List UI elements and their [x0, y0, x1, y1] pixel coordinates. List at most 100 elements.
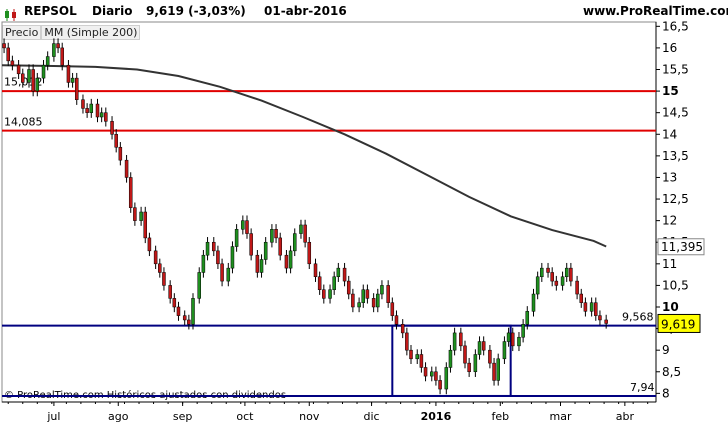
- candle: [85, 103, 89, 118]
- candle-body: [74, 77, 79, 100]
- y-tick-label: 15: [662, 84, 679, 98]
- candle: [201, 250, 206, 278]
- level-label-794: 7,94: [630, 381, 655, 394]
- quote-label: 9,619 (-3,03%): [146, 4, 246, 18]
- candle: [448, 345, 453, 373]
- date-label: 01-abr-2016: [264, 4, 347, 18]
- candle-body: [234, 229, 239, 247]
- y-tick-label: 14: [662, 127, 677, 141]
- candle: [35, 72, 40, 97]
- candle-body: [288, 250, 293, 269]
- candle: [313, 258, 318, 282]
- candle-body: [336, 267, 341, 278]
- level-label-9568: 9,568: [622, 311, 654, 324]
- candle: [220, 258, 224, 287]
- candle-body: [560, 276, 565, 286]
- candle: [351, 288, 355, 313]
- candle: [400, 319, 405, 339]
- candle-body: [438, 380, 442, 390]
- x-tick-label: dic: [364, 410, 380, 423]
- candle-body: [467, 362, 471, 373]
- candle-body: [351, 293, 355, 308]
- candle: [182, 310, 187, 326]
- candle: [45, 51, 50, 71]
- candle-body: [390, 302, 395, 316]
- candle-body: [220, 263, 224, 282]
- candle: [16, 60, 21, 79]
- candle: [394, 310, 399, 330]
- candle-body: [540, 267, 544, 278]
- candle-body: [81, 99, 85, 109]
- candle-body: [506, 332, 511, 342]
- y-tick-label: 10,5: [662, 278, 689, 292]
- x-tick-label: sep: [173, 410, 192, 423]
- y-tick-label: 16: [662, 41, 677, 55]
- candle-body: [517, 336, 521, 347]
- candle-body: [284, 254, 289, 269]
- candle-body: [2, 43, 6, 49]
- candle: [147, 232, 152, 257]
- y-tick-label: 15,5: [662, 63, 689, 77]
- candle: [583, 297, 588, 317]
- x-tick-label: abr: [616, 410, 635, 423]
- candle: [342, 262, 347, 287]
- candle-body: [322, 289, 326, 299]
- candle-body: [162, 272, 166, 286]
- candle-body: [434, 371, 438, 381]
- candle-body: [313, 263, 318, 278]
- candle-body: [158, 263, 162, 273]
- candle-body: [124, 159, 129, 178]
- candle: [191, 293, 195, 330]
- candle: [205, 237, 210, 261]
- candle: [560, 271, 565, 291]
- x-tick-label: ago: [108, 410, 129, 423]
- candle-body: [332, 276, 336, 290]
- candle: [307, 237, 312, 269]
- candle: [60, 42, 64, 71]
- candle: [510, 327, 515, 352]
- candle: [249, 228, 253, 261]
- candle: [27, 64, 31, 88]
- candle: [259, 254, 264, 278]
- candle-body: [35, 77, 40, 92]
- candle: [212, 237, 216, 257]
- candle: [444, 362, 449, 395]
- y-tick-label: 13: [662, 170, 677, 184]
- candle: [322, 284, 326, 304]
- candle: [226, 262, 231, 287]
- candle: [459, 327, 463, 352]
- candle: [70, 72, 75, 88]
- candle-body: [205, 241, 210, 256]
- candle: [74, 72, 79, 105]
- candle: [598, 310, 602, 326]
- candle-body: [41, 64, 46, 79]
- legend-price[interactable]: Precio: [2, 25, 42, 40]
- candle: [274, 224, 278, 244]
- candle: [139, 206, 143, 226]
- ticker-label: REPSOL: [24, 4, 77, 18]
- period-label: Diario: [92, 4, 133, 18]
- candle: [554, 275, 559, 291]
- candle: [546, 262, 550, 278]
- candle: [365, 284, 370, 304]
- candle: [66, 60, 71, 88]
- candle-body: [139, 211, 143, 221]
- candle: [604, 314, 608, 329]
- candle: [371, 293, 376, 313]
- candle: [299, 219, 303, 239]
- candle-chart-icon: [4, 6, 18, 21]
- candle-body: [521, 324, 525, 338]
- candle-body: [554, 280, 559, 286]
- candle-body: [448, 349, 453, 368]
- candle: [386, 280, 390, 308]
- candle: [390, 297, 395, 321]
- candle-body: [168, 285, 172, 299]
- candle: [158, 258, 162, 278]
- legend-ma[interactable]: MM (Simple 200): [41, 25, 141, 40]
- candle: [143, 206, 148, 244]
- candle: [6, 42, 10, 67]
- candle: [332, 271, 336, 295]
- candle-body: [182, 315, 187, 321]
- candle: [405, 327, 409, 356]
